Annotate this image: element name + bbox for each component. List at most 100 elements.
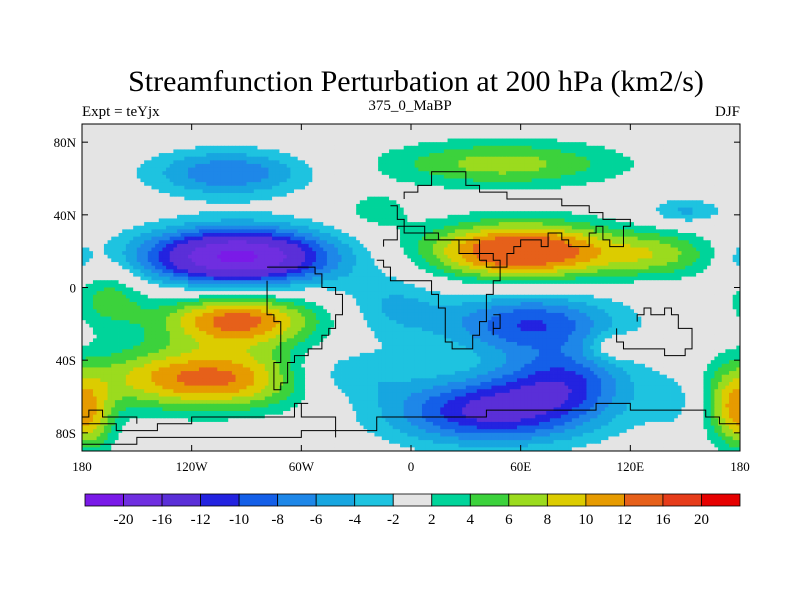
field-cell bbox=[209, 127, 214, 132]
field-cell bbox=[447, 178, 452, 183]
field-cell bbox=[633, 174, 639, 179]
field-cell bbox=[396, 189, 401, 194]
field-cell bbox=[699, 196, 704, 201]
field-cell bbox=[85, 214, 90, 219]
field-cell bbox=[604, 131, 609, 136]
field-cell bbox=[590, 193, 595, 198]
field-cell bbox=[396, 178, 401, 183]
field-cell bbox=[553, 131, 558, 136]
field-cell bbox=[425, 185, 430, 190]
field-cell bbox=[217, 138, 222, 143]
field-cell bbox=[630, 182, 635, 187]
field-cell bbox=[96, 145, 101, 150]
field-cell bbox=[250, 127, 255, 132]
field-cell bbox=[319, 222, 324, 227]
field-cell bbox=[231, 134, 236, 139]
field-cell bbox=[659, 171, 664, 176]
field-cell bbox=[685, 196, 690, 201]
field-cell bbox=[107, 163, 112, 168]
field-cell bbox=[268, 131, 273, 136]
field-cell bbox=[304, 149, 310, 154]
field-cell bbox=[604, 145, 609, 150]
field-cell bbox=[637, 185, 642, 190]
field-cell bbox=[114, 153, 119, 158]
field-cell bbox=[173, 182, 178, 187]
field-cell bbox=[429, 163, 434, 168]
field-cell bbox=[301, 127, 306, 132]
field-cell bbox=[220, 214, 225, 219]
field-cell bbox=[92, 207, 98, 212]
field-cell bbox=[85, 134, 90, 139]
field-cell bbox=[447, 182, 452, 187]
field-cell bbox=[268, 222, 273, 227]
field-cell bbox=[696, 149, 701, 154]
field-cell bbox=[231, 182, 236, 187]
field-cell bbox=[506, 218, 511, 223]
field-cell bbox=[224, 156, 229, 161]
field-cell bbox=[721, 142, 726, 147]
field-cell bbox=[736, 189, 740, 194]
field-cell bbox=[326, 167, 331, 172]
field-cell bbox=[334, 171, 339, 176]
field-cell bbox=[213, 193, 218, 198]
field-cell bbox=[440, 153, 445, 158]
field-cell bbox=[378, 171, 383, 176]
field-cell bbox=[100, 207, 105, 212]
field-cell bbox=[213, 153, 218, 158]
field-cell bbox=[411, 214, 416, 219]
field-cell bbox=[155, 163, 160, 168]
field-cell bbox=[166, 174, 171, 179]
field-cell bbox=[663, 189, 668, 194]
field-cell bbox=[92, 142, 98, 147]
field-cell bbox=[348, 167, 353, 172]
field-cell bbox=[502, 153, 507, 158]
field-cell bbox=[261, 189, 266, 194]
field-cell bbox=[517, 218, 522, 223]
field-cell bbox=[308, 203, 313, 208]
field-cell bbox=[619, 167, 624, 172]
field-cell bbox=[538, 182, 543, 187]
field-cell bbox=[630, 153, 635, 158]
field-cell bbox=[173, 160, 178, 165]
field-cell bbox=[626, 124, 631, 129]
field-cell bbox=[557, 222, 562, 227]
field-cell bbox=[345, 160, 350, 165]
field-cell bbox=[341, 211, 346, 216]
field-cell bbox=[414, 167, 419, 172]
field-cell bbox=[476, 196, 481, 201]
field-cell bbox=[648, 134, 653, 139]
field-cell bbox=[615, 156, 620, 161]
field-cell bbox=[198, 171, 204, 176]
field-cell bbox=[469, 127, 474, 132]
field-cell bbox=[396, 160, 401, 165]
field-cell bbox=[465, 149, 470, 154]
field-cell bbox=[458, 153, 463, 158]
field-cell bbox=[531, 203, 536, 208]
field-cell bbox=[82, 127, 87, 132]
field-cell bbox=[385, 189, 390, 194]
field-cell bbox=[703, 200, 708, 205]
field-cell bbox=[385, 160, 390, 165]
field-cell bbox=[312, 207, 317, 212]
field-cell bbox=[202, 149, 207, 154]
field-cell bbox=[202, 211, 207, 216]
field-cell bbox=[714, 193, 719, 198]
field-cell bbox=[133, 174, 138, 179]
field-cell bbox=[425, 222, 430, 227]
field-cell bbox=[648, 171, 653, 176]
field-cell bbox=[242, 174, 247, 179]
field-cell bbox=[147, 134, 152, 139]
field-cell bbox=[228, 163, 233, 168]
field-cell bbox=[670, 185, 675, 190]
field-cell bbox=[231, 207, 236, 212]
field-cell bbox=[513, 167, 518, 172]
field-cell bbox=[217, 156, 222, 161]
field-cell bbox=[198, 124, 204, 129]
field-cell bbox=[604, 160, 609, 165]
field-cell bbox=[502, 174, 507, 179]
field-cell bbox=[323, 203, 328, 208]
field-cell bbox=[100, 174, 105, 179]
field-cell bbox=[220, 163, 225, 168]
field-cell bbox=[308, 167, 313, 172]
field-cell bbox=[400, 149, 405, 154]
